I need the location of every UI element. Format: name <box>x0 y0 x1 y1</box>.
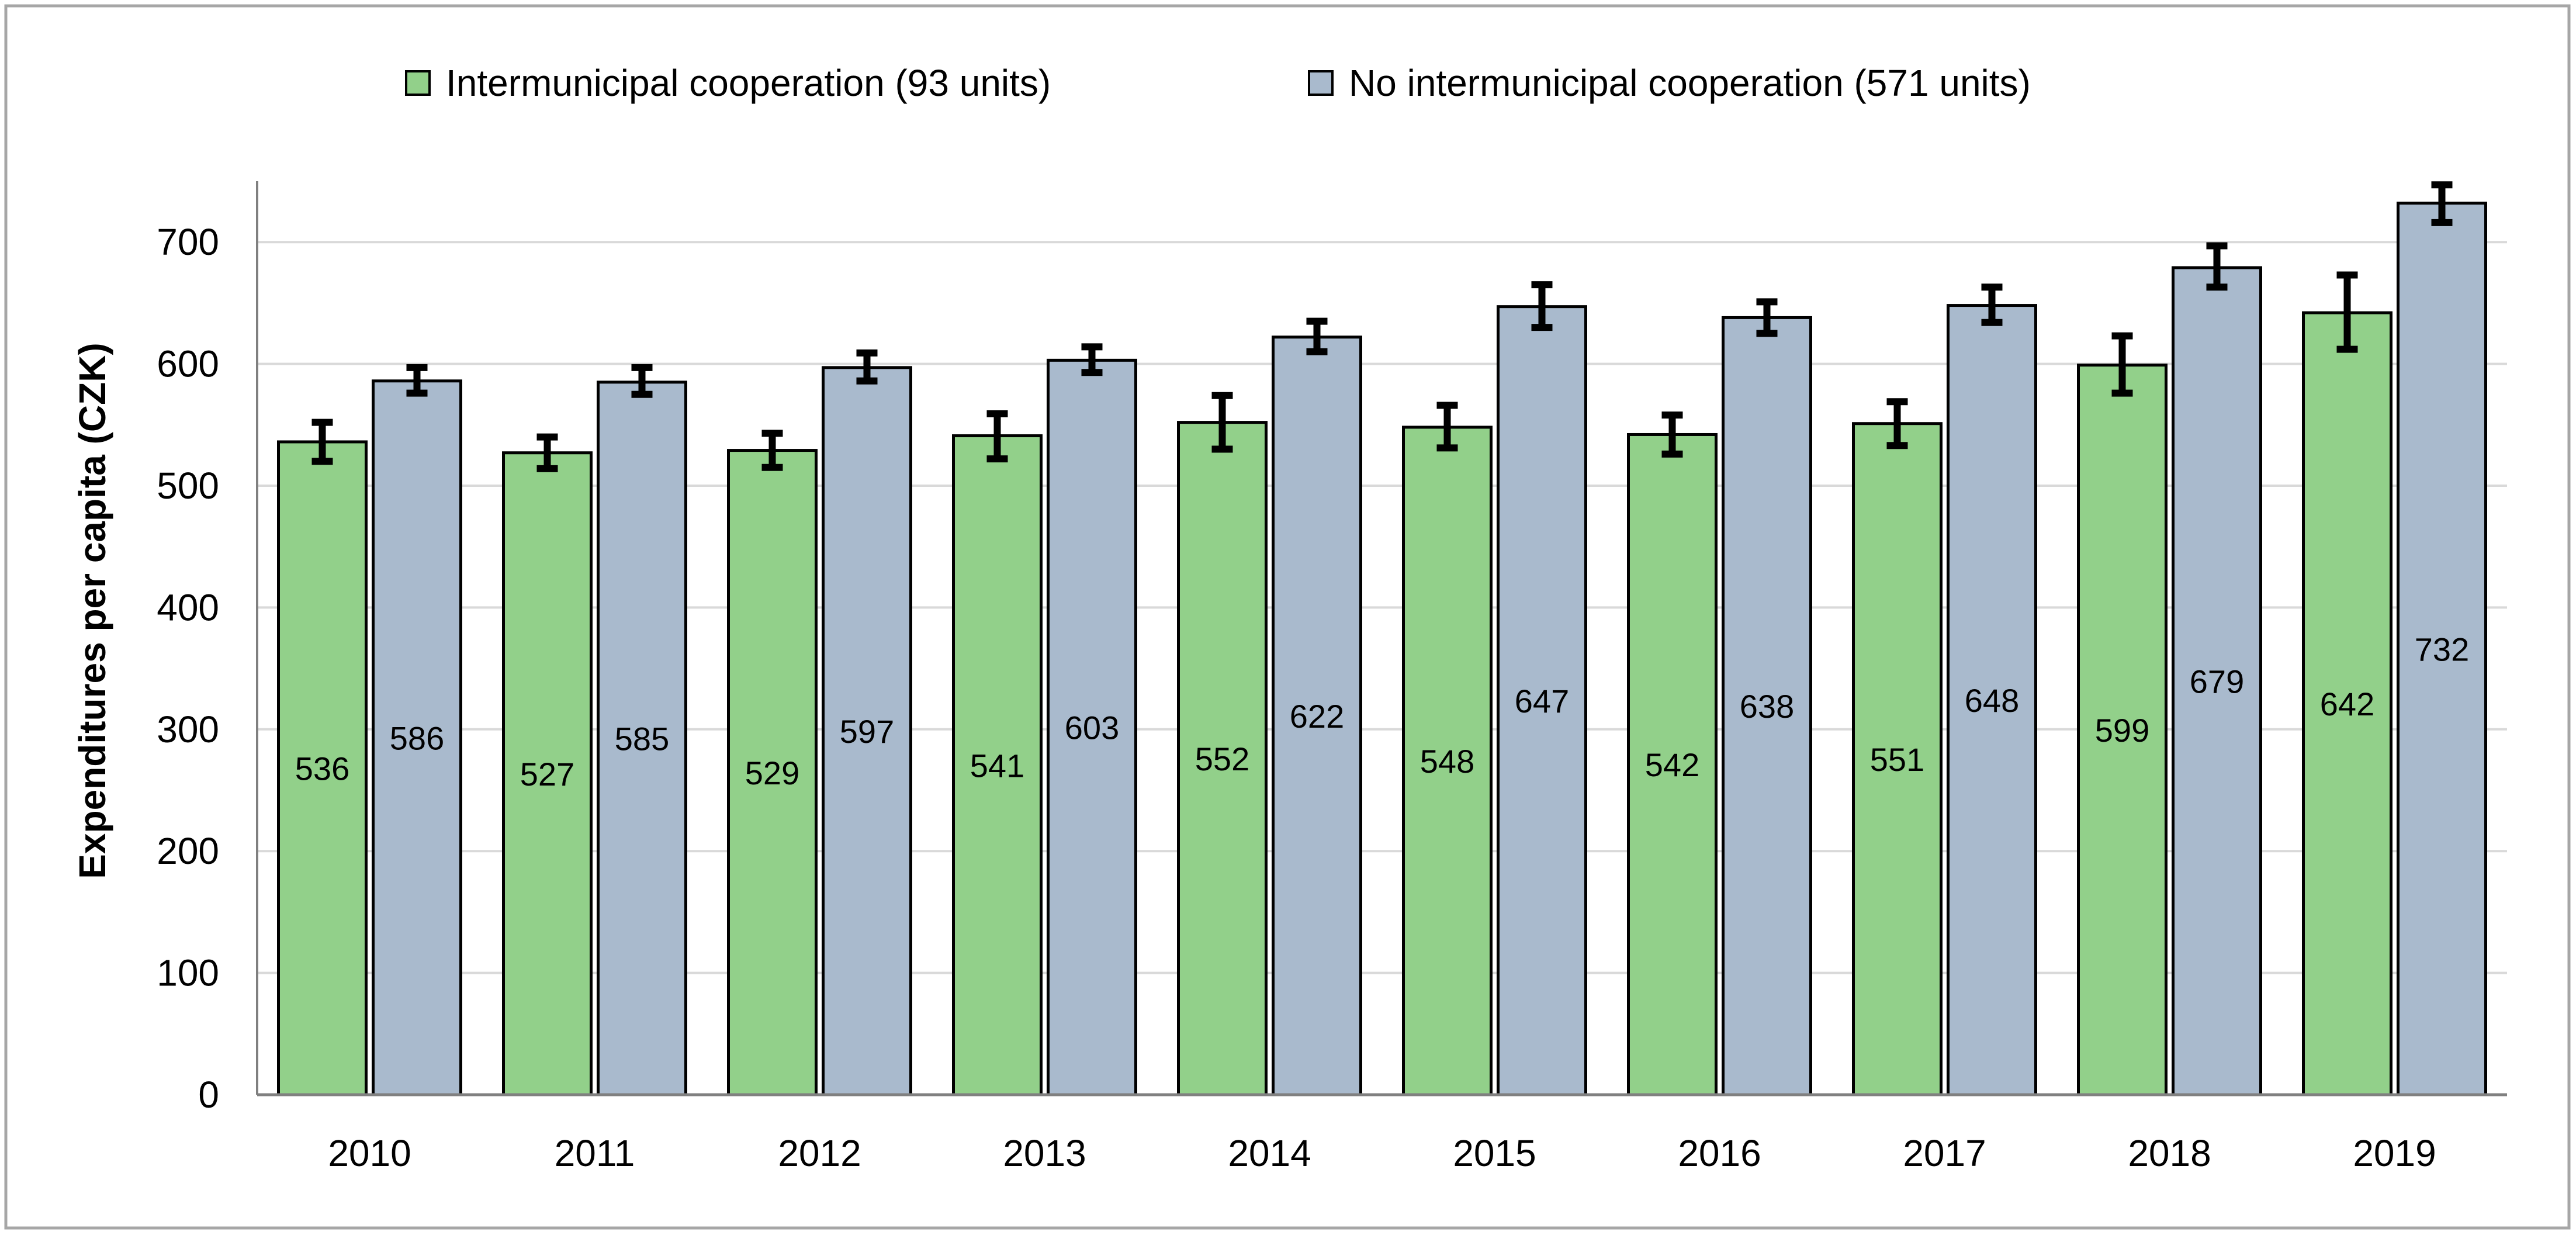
data-label: 622 <box>1290 698 1344 735</box>
data-label: 548 <box>1420 743 1474 780</box>
x-tick-label: 2017 <box>1903 1132 1986 1174</box>
data-label: 552 <box>1195 741 1249 777</box>
bar-no-cooperation-2012 <box>822 366 912 1096</box>
y-tick-label: 500 <box>157 465 219 507</box>
data-label: 603 <box>1065 710 1119 746</box>
x-tick-label: 2019 <box>2353 1132 2436 1174</box>
bar-no-cooperation-2016 <box>1722 316 1812 1096</box>
data-label: 597 <box>840 713 894 750</box>
bar-cooperation-2016 <box>1627 433 1718 1096</box>
bar-cooperation-2013 <box>952 434 1043 1096</box>
bar-no-cooperation-2014 <box>1272 335 1362 1096</box>
legend-swatch-no-cooperation <box>1308 70 1334 96</box>
data-label: 647 <box>1515 683 1569 719</box>
y-tick-label: 600 <box>157 343 219 385</box>
y-tick-label: 700 <box>157 221 219 263</box>
data-label: 529 <box>745 755 799 791</box>
bar-cooperation-2015 <box>1402 425 1493 1096</box>
y-tick-label: 400 <box>157 586 219 628</box>
error-bars <box>311 181 2453 472</box>
bar-no-cooperation-2010 <box>372 379 462 1096</box>
x-tick-label: 2010 <box>328 1132 411 1174</box>
data-label: 542 <box>1645 746 1699 783</box>
legend-label-no-cooperation: No intermunicipal cooperation (571 units… <box>1349 62 2031 104</box>
y-tick-label: 100 <box>157 952 219 994</box>
y-tick-label: 0 <box>198 1074 219 1116</box>
data-labels: 536 586 527 585 529 597 541 603 552 622 548 647 542 6… <box>295 631 2469 793</box>
x-tick-label: 2013 <box>1003 1132 1086 1174</box>
bar-cooperation-2018 <box>2077 364 2168 1096</box>
data-label: 599 <box>2095 712 2149 749</box>
bar-no-cooperation-2015 <box>1497 305 1587 1096</box>
bar-cooperation-2012 <box>727 449 818 1096</box>
legend-label-cooperation: Intermunicipal cooperation (93 units) <box>446 62 1051 104</box>
bar-no-cooperation-2019 <box>2397 202 2487 1096</box>
data-label: 585 <box>615 720 669 757</box>
data-label: 586 <box>390 719 444 756</box>
data-label: 732 <box>2415 631 2469 667</box>
data-label: 679 <box>2190 663 2244 700</box>
bar-cooperation-2014 <box>1177 421 1268 1096</box>
data-label: 648 <box>1965 682 2019 719</box>
axes: 0 100 200 300 400 500 600 700 2010 2011 2012 2013 20… <box>157 181 2507 1174</box>
x-tick-label: 2012 <box>778 1132 861 1174</box>
bars <box>277 202 2487 1096</box>
y-tick-label: 200 <box>157 830 219 872</box>
x-tick-label: 2011 <box>555 1132 635 1174</box>
x-tick-label: 2018 <box>2128 1132 2211 1174</box>
legend-swatch-cooperation <box>405 70 431 96</box>
y-tick-label: 300 <box>157 708 219 750</box>
bar-cooperation-2011 <box>502 451 593 1096</box>
x-tick-label: 2015 <box>1453 1132 1536 1174</box>
data-label: 541 <box>970 747 1024 784</box>
x-tick-label: 2016 <box>1678 1132 1761 1174</box>
bar-cooperation-2010 <box>277 440 368 1096</box>
data-label: 536 <box>295 750 349 787</box>
legend: Intermunicipal cooperation (93 units) No … <box>405 62 2031 104</box>
bar-no-cooperation-2017 <box>1947 304 2037 1096</box>
data-label: 642 <box>2320 686 2374 722</box>
bar-no-cooperation-2011 <box>597 380 687 1096</box>
y-axis-title: Expenditures per capita (CZK) <box>71 343 113 879</box>
data-label: 551 <box>1870 741 1924 778</box>
data-label: 638 <box>1740 688 1794 725</box>
data-label: 527 <box>520 756 574 793</box>
x-tick-label: 2014 <box>1228 1132 1311 1174</box>
bar-cooperation-2017 <box>1852 422 1943 1096</box>
